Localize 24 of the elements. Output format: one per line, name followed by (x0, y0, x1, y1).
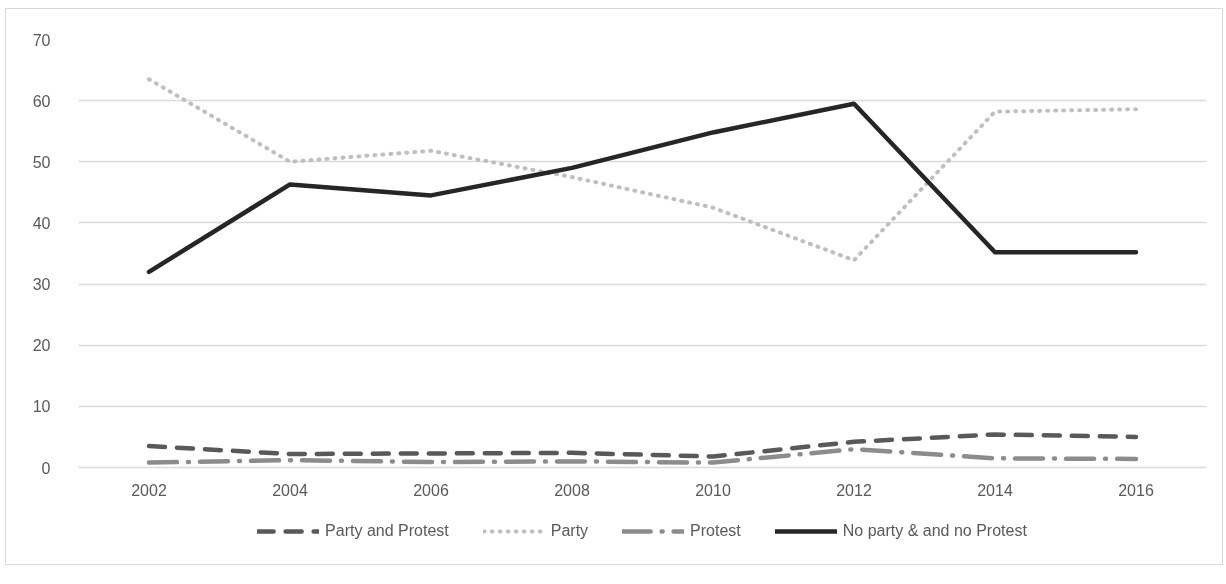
legend-label: No party & and no Protest (842, 522, 1027, 540)
line-series (146, 432, 1139, 459)
x-tick-label: 2012 (836, 481, 872, 499)
y-tick-label: 0 (41, 459, 51, 477)
line-series (146, 101, 1139, 275)
y-tick-label: 30 (32, 276, 51, 294)
y-tick-label: 10 (32, 398, 51, 416)
legend-label: Protest (690, 522, 741, 540)
y-tick-label: 50 (32, 153, 51, 171)
x-tick-label: 2016 (1118, 481, 1154, 499)
x-tick-label: 2008 (554, 481, 590, 499)
x-tick-label: 2006 (413, 481, 449, 499)
y-tick-label: 20 (32, 337, 51, 355)
x-tick-label: 2014 (977, 481, 1013, 499)
line-series (146, 446, 1139, 465)
line-series (147, 77, 1138, 263)
x-tick-label: 2002 (131, 481, 167, 499)
x-tick-label: 2004 (272, 481, 308, 499)
legend-label: Party (550, 522, 589, 540)
y-tick-label: 70 (32, 31, 51, 49)
y-tick-label: 40 (32, 214, 51, 232)
y-tick-label: 60 (32, 92, 51, 110)
legend-label: Party and Protest (325, 522, 449, 540)
x-tick-label: 2010 (695, 481, 731, 499)
